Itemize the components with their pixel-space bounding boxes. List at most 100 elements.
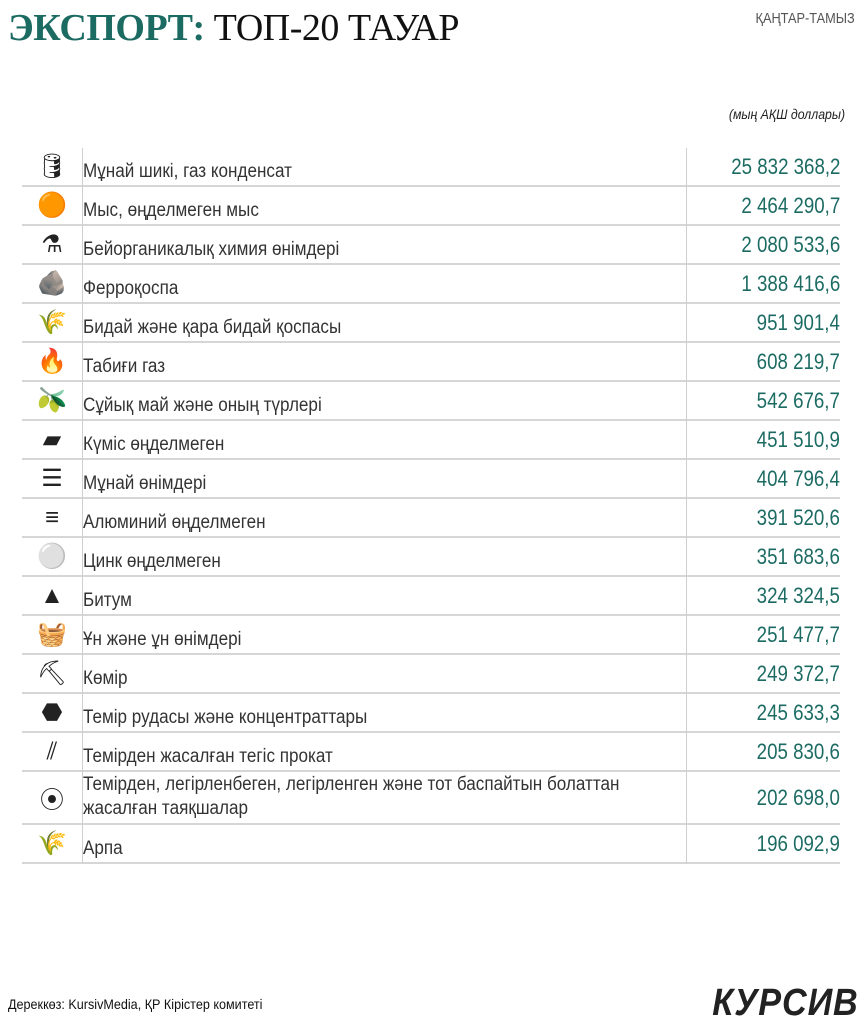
export-value: 25 832 368,2 [730,153,840,179]
column-divider [686,499,687,538]
column-divider [82,499,83,538]
zinc-disc-icon: ⚪ [37,543,67,570]
export-value: 351 683,6 [756,543,840,569]
table-row: ⫽ Темірден жасалған тегіс прокат 205 830,6 [22,733,840,772]
export-value: 251 477,7 [756,621,840,647]
table-row: 🌾 Бидай және қара бидай қоспасы 951 901,4 [22,304,840,343]
table-row: ▲ Битум 324 324,5 [22,577,840,616]
column-divider [686,343,687,382]
column-divider [82,460,83,499]
column-divider [686,148,687,187]
product-name: Ферроқоспа [83,278,179,299]
table-row: ▰ Күміс өңделмеген 451 510,9 [22,421,840,460]
export-value: 404 796,4 [756,465,840,491]
table-row: 🫒 Сұйық май және оның түрлері 542 676,7 [22,382,840,421]
export-value: 608 219,7 [756,348,840,374]
column-divider [686,187,687,226]
column-divider [82,577,83,616]
steel-profile-icon: ⫽ [46,737,58,765]
column-divider [686,460,687,499]
period-label: ҚАҢТАР-ТАМЫЗ [755,10,855,27]
product-name: Мыс, өңделмеген мыс [83,200,259,221]
export-value: 391 520,6 [756,504,840,530]
column-divider [82,421,83,460]
silver-ingots-icon: ▰ [42,426,62,453]
product-name: Мұнай шикі, газ конденсат [83,161,292,182]
oil-products-icon: ☰ [41,465,63,492]
iron-ore-icon: ⬣ [41,699,63,726]
table-row: ☰ Мұнай өнімдері 404 796,4 [22,460,840,499]
product-name: Темір рудасы және концентраттары [83,707,368,728]
column-divider [686,733,687,772]
unit-label: (мың АҚШ доллары) [728,106,845,122]
wheat-icon: 🌾 [37,309,67,336]
product-name: Күміс өңделмеген [83,434,225,455]
ferroalloy-rock-icon: 🪨 [37,270,67,297]
aluminium-rods-icon: ≡ [44,503,59,531]
table-row: 🌾 Арпа 196 092,9 [22,825,840,864]
column-divider [82,733,83,772]
kursiv-logo: КУРСИВ [712,982,859,1024]
export-value: 1 388 416,6 [741,270,840,296]
product-name: Арпа [83,838,123,859]
product-name: Темірден жасалған тегіс прокат [83,746,333,767]
column-divider [82,187,83,226]
product-name: Цинк өңделмеген [83,551,221,572]
export-value: 202 698,0 [756,784,840,810]
column-divider [82,655,83,694]
column-divider [686,655,687,694]
table-row: 🪨 Ферроқоспа 1 388 416,6 [22,265,840,304]
export-value: 324 324,5 [756,582,840,608]
column-divider [686,577,687,616]
product-name: Ұн және ұн өнімдері [83,629,242,650]
column-divider [82,265,83,304]
export-value: 542 676,7 [756,387,840,413]
export-value: 196 092,9 [756,830,840,856]
product-name: Мұнай өнімдері [83,473,207,494]
column-divider [686,616,687,655]
export-value: 245 633,3 [756,699,840,725]
table-row: ⦿ Темірден, легірленбеген, легірленген жә… [22,772,840,825]
barley-icon: 🌾 [37,830,67,857]
column-divider [82,772,83,825]
column-divider [686,265,687,304]
chemistry-flask-icon: ⚗ [41,231,63,258]
gas-flame-icon: 🔥 [37,348,67,375]
product-name: Сұйық май және оның түрлері [83,395,322,416]
table-row: ≡ Алюминий өңделмеген 391 520,6 [22,499,840,538]
column-divider [686,772,687,825]
table-row: ⬣ Темір рудасы және концентраттары 245 633… [22,694,840,733]
export-value: 2 464 290,7 [741,192,840,218]
coal-pickaxe-icon: ⛏ [36,660,68,687]
export-value: 249 372,7 [756,660,840,686]
column-divider [82,825,83,864]
table-row: ⚗ Бейорганикалық химия өнімдері 2 080 533,… [22,226,840,265]
product-name: Алюминий өңделмеген [83,512,266,533]
steel-pipes-icon: ⦿ [40,787,64,814]
column-divider [82,343,83,382]
oil-barrels-icon: 🛢 [36,153,68,180]
export-value: 451 510,9 [756,426,840,452]
column-divider [82,304,83,343]
column-divider [82,148,83,187]
column-divider [82,226,83,265]
column-divider [686,825,687,864]
table-row: 🧺 Ұн және ұн өнімдері 251 477,7 [22,616,840,655]
column-divider [82,694,83,733]
export-value: 951 901,4 [756,309,840,335]
table-row: ⛏ Көмір 249 372,7 [22,655,840,694]
product-name: Темірден, легірленбеген, легірленген жән… [83,774,620,819]
table-row: ⚪ Цинк өңделмеген 351 683,6 [22,538,840,577]
column-divider [686,382,687,421]
column-divider [82,382,83,421]
column-divider [82,538,83,577]
column-divider [82,616,83,655]
product-name: Табиғи газ [83,356,166,377]
title-accent: ЭКСПОРТ: [8,7,205,49]
bitumen-pile-icon: ▲ [40,581,64,609]
column-divider [686,538,687,577]
export-table: 🛢 Мұнай шикі, газ конденсат 25 832 368,2 🟠 М… [22,148,840,864]
table-row: 🟠 Мыс, өңделмеген мыс 2 464 290,7 [22,187,840,226]
column-divider [686,304,687,343]
export-value: 205 830,6 [756,738,840,764]
